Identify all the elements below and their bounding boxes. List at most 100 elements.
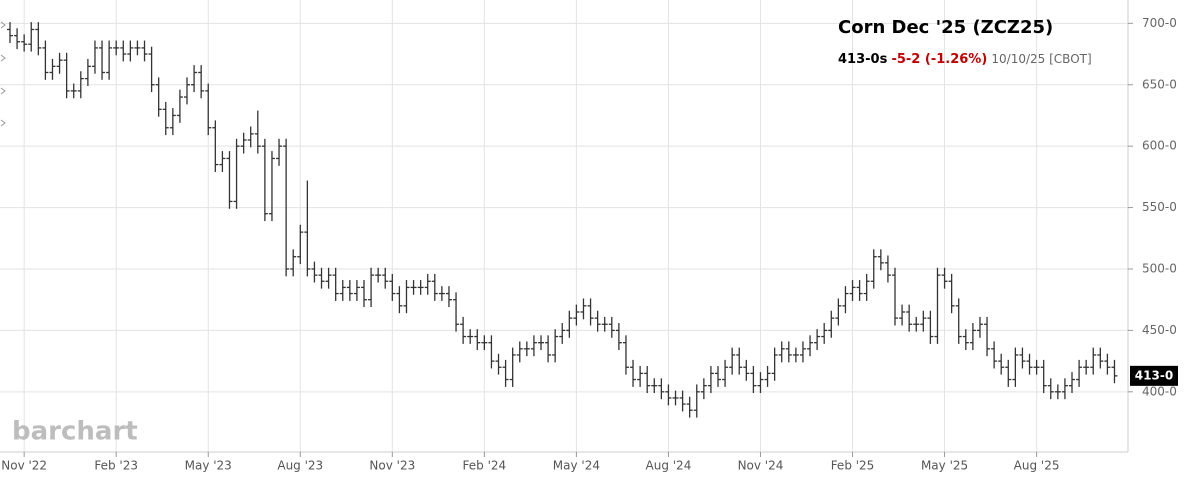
ohlc-bar xyxy=(622,335,629,375)
ohlc-bar xyxy=(1033,359,1040,375)
ohlc-bar xyxy=(722,359,729,387)
ohlc-bar xyxy=(984,316,991,357)
ohlc-bar xyxy=(1104,353,1111,375)
ohlc-bar xyxy=(785,341,792,363)
ohlc-bar xyxy=(644,366,651,394)
ohlc-bar xyxy=(169,108,176,136)
x-tick-label: May '24 xyxy=(553,459,600,473)
ohlc-bar xyxy=(42,40,49,80)
y-tick-label: 550-0 xyxy=(1142,200,1177,214)
ohlc-bar xyxy=(453,292,460,332)
grid xyxy=(0,0,1128,452)
ohlc-bar xyxy=(49,58,56,80)
ohlc-bar xyxy=(523,341,530,357)
ohlc-bar xyxy=(991,341,998,369)
ohlc-bar xyxy=(410,280,417,295)
ohlc-bar xyxy=(856,280,863,301)
quote-line: 413-0s -5-2 (-1.26%) 10/10/25 [CBOT] xyxy=(838,52,1092,67)
ohlc-bar xyxy=(545,335,552,363)
ohlc-bar xyxy=(21,34,28,52)
ohlc-bar xyxy=(339,280,346,301)
ohlc-bar xyxy=(205,83,212,136)
ohlc-bar xyxy=(764,366,771,387)
ohlc-bar xyxy=(799,341,806,363)
ohlc-bar xyxy=(1069,372,1075,394)
ohlc-bar xyxy=(594,310,601,332)
ohlc-bar xyxy=(176,89,183,123)
ohlc-bar xyxy=(495,353,502,375)
ohlc-bar xyxy=(700,378,707,400)
ohlc-bar xyxy=(686,396,693,418)
ohlc-bar xyxy=(821,323,828,344)
ohlc-bar xyxy=(28,22,35,52)
y-tick-label: 450-0 xyxy=(1142,323,1177,337)
ohlc-bar xyxy=(729,347,736,375)
ohlc-bar xyxy=(1019,347,1026,369)
ohlc-bar xyxy=(892,267,898,326)
ohlc-bar xyxy=(998,353,1005,375)
y-tick-label: 600-0 xyxy=(1142,139,1177,153)
ohlc-bar xyxy=(389,273,396,301)
ohlc-bar xyxy=(431,273,438,301)
ohlc-bar xyxy=(332,267,339,301)
ohlc-bar xyxy=(941,267,948,289)
ohlc-bar xyxy=(184,77,190,105)
x-tick-label: Feb '24 xyxy=(463,459,507,473)
ohlc-bar xyxy=(566,310,573,338)
ohlc-bar xyxy=(7,22,13,43)
ohlc-bar xyxy=(1083,359,1090,375)
quote-info: 10/10/25 [CBOT] xyxy=(991,52,1091,66)
ohlc-bar xyxy=(368,267,375,308)
ohlc-bar xyxy=(120,40,127,62)
x-tick-label: May '25 xyxy=(921,459,968,473)
quote-last: 413-0s xyxy=(838,52,888,67)
ohlc-bar xyxy=(1012,347,1019,387)
ohlc-bar xyxy=(445,286,452,308)
ohlc-bar xyxy=(99,40,106,80)
ohlc-bar xyxy=(424,273,431,295)
ohlc-bar xyxy=(913,316,920,332)
ohlc-bar xyxy=(1097,347,1104,369)
ohlc-bar xyxy=(261,138,268,222)
ohlc-bar xyxy=(84,58,91,86)
ohlc-bar xyxy=(268,151,275,222)
x-tick-label: Aug '24 xyxy=(646,459,692,473)
x-tick-label: Nov '22 xyxy=(1,459,47,473)
ohlc-bar xyxy=(233,138,240,209)
ohlc-bar xyxy=(198,65,205,99)
ohlc-bar xyxy=(757,372,764,394)
ohlc-bar xyxy=(212,120,219,172)
ohlc-bar xyxy=(842,286,849,314)
ohlc-bar xyxy=(226,151,233,209)
ohlc-bar xyxy=(948,273,955,314)
ohlc-bar xyxy=(35,22,42,56)
ohlc-bar xyxy=(906,304,913,332)
ohlc-bar xyxy=(955,298,962,344)
ohlc-bar xyxy=(743,359,750,381)
ohlc-bar xyxy=(113,40,120,56)
y-tick-label: 500-0 xyxy=(1142,261,1177,275)
ohlc-bar xyxy=(679,390,686,412)
ohlc-bar xyxy=(828,310,835,338)
x-tick-label: Nov '24 xyxy=(738,459,784,473)
ohlc-bar xyxy=(1040,359,1047,394)
ohlc-bar xyxy=(191,65,198,93)
ohlc-bar xyxy=(1047,378,1054,400)
y-tick-label: 400-0 xyxy=(1142,384,1177,398)
ohlc-bar xyxy=(467,329,474,344)
ohlc-bar xyxy=(297,224,304,265)
ohlc-bar xyxy=(630,359,637,387)
x-tick-label: Feb '23 xyxy=(94,459,138,473)
ohlc-bar xyxy=(601,316,608,332)
ohlc-bar xyxy=(403,280,410,314)
quote-change: -5-2 (-1.26%) xyxy=(891,52,987,67)
ohlc-bar xyxy=(651,378,658,394)
ohlc-bar xyxy=(304,180,311,277)
ohlc-bar xyxy=(134,40,141,56)
ohlc-bar xyxy=(792,347,799,363)
x-tick-label: May '23 xyxy=(185,459,232,473)
y-tick-label: 700-0 xyxy=(1142,16,1177,30)
ohlc-bar xyxy=(693,384,700,418)
ohlc-bar xyxy=(870,249,877,289)
